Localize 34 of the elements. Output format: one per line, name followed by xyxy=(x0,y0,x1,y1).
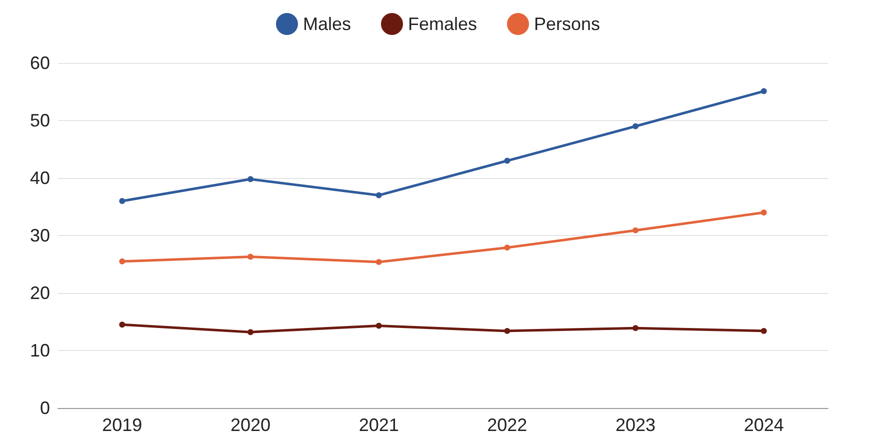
y-tick-label: 40 xyxy=(30,168,50,188)
point xyxy=(248,176,254,182)
x-tick-label: 2020 xyxy=(230,415,271,435)
point xyxy=(632,325,638,332)
point xyxy=(248,329,254,336)
legend-label: Males xyxy=(302,14,351,34)
point xyxy=(760,210,767,216)
point xyxy=(504,244,510,251)
y-tick-label: 10 xyxy=(30,340,50,360)
point xyxy=(119,258,126,264)
point xyxy=(504,328,510,334)
point xyxy=(376,258,382,265)
point xyxy=(760,88,767,94)
x-tick-label: 2022 xyxy=(487,415,528,435)
x-tick-label: 2023 xyxy=(615,415,656,435)
point xyxy=(632,123,638,130)
point xyxy=(248,254,254,260)
y-tick-label: 50 xyxy=(30,110,50,130)
x-tick-label: 2019 xyxy=(102,415,142,435)
y-tick-label: 30 xyxy=(30,226,50,246)
point xyxy=(376,192,382,198)
legend-label: Females xyxy=(408,14,478,34)
point xyxy=(632,227,638,234)
y-tick-label: 20 xyxy=(30,283,50,303)
point xyxy=(119,322,126,328)
point xyxy=(119,198,126,204)
x-tick-label: 2021 xyxy=(358,415,399,435)
legend-label: Persons xyxy=(534,14,600,34)
x-tick-label: 2024 xyxy=(744,415,784,435)
y-tick-label: 60 xyxy=(30,53,50,73)
y-tick-label: 0 xyxy=(40,398,50,418)
point xyxy=(504,158,510,164)
point xyxy=(376,322,382,329)
point xyxy=(760,328,767,334)
